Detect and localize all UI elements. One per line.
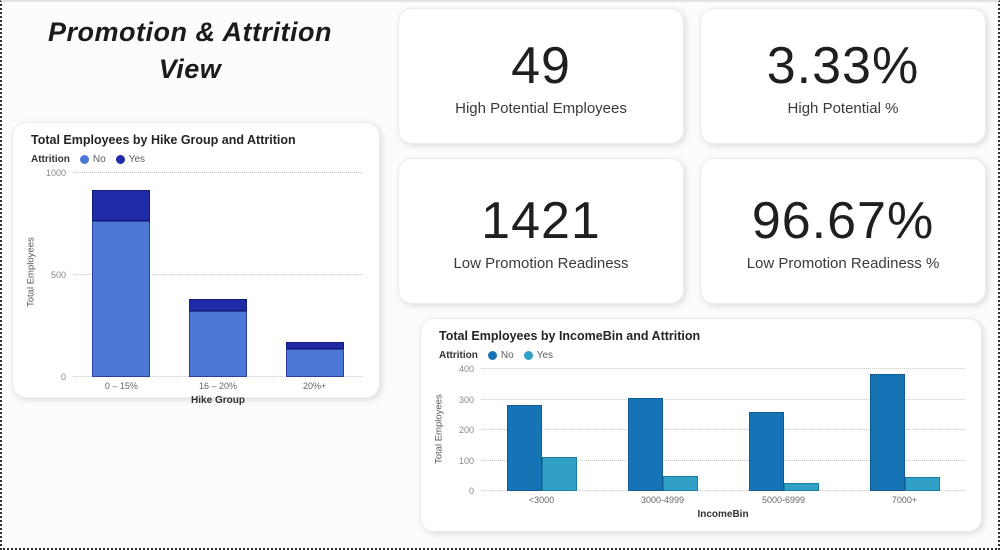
kpi-label: Low Promotion Readiness % [746,254,940,272]
category-slot [73,173,170,377]
page-title: Promotion & Attrition View [48,17,332,84]
bar-segment-yes[interactable] [285,342,344,350]
legend-item-yes[interactable]: Yes [115,154,146,165]
legend-item-yes[interactable]: Yes [523,350,554,361]
chart-legend: Attrition No Yes [433,350,965,361]
y-tick-label: 200 [458,425,474,435]
bar-segment-no[interactable] [189,310,247,377]
kpi-card-low-promotion-readiness: 1421 Low Promotion Readiness [398,158,684,304]
legend-dot-icon [487,351,497,360]
legend-item-label: No [92,154,106,165]
kpi-card-low-promotion-readiness-percent: 96.67% Low Promotion Readiness % [700,158,986,304]
y-tick-label: 500 [50,270,66,280]
x-tick-label: 3000-4999 [640,495,685,505]
bar-5000-6999-yes[interactable] [783,483,819,491]
kpi-value: 49 [511,37,571,96]
legend-item-label: Yes [128,154,146,165]
x-axis-title: IncomeBin [697,509,749,520]
gridline [73,172,363,173]
category-slot [723,369,844,491]
y-axis-title: Total Employees [433,394,445,464]
bar-segment-no[interactable] [92,220,151,377]
legend-item-label: No [500,350,514,361]
legend-title: Attrition [439,350,478,361]
kpi-label: High Potential % [787,99,899,117]
x-tick-label: 16 – 20% [198,381,238,391]
chart-legend: Attrition No Yes [25,154,363,165]
legend-dot-icon [115,155,125,164]
kpi-card-high-potential-employees: 49 High Potential Employees [398,8,684,144]
bar-<3000-no[interactable] [506,404,542,491]
bar-segment-yes[interactable] [189,299,247,311]
kpi-label: High Potential Employees [455,99,627,117]
y-tick-label: 1000 [45,168,66,178]
bar-7000+-yes[interactable] [904,477,940,491]
legend-item-no[interactable]: No [487,350,514,361]
category-slot [844,369,965,491]
bar-<3000-yes[interactable] [541,457,577,491]
bar-3000-4999-yes[interactable] [662,476,698,491]
legend-item-label: Yes [536,350,554,361]
hike-group-chart-card: Total Employees by Hike Group and Attrit… [12,122,380,406]
legend-title: Attrition [31,154,70,165]
category-slot [170,173,267,377]
y-axis-title: Total Employees [25,237,37,308]
x-tick-label: <3000 [528,495,555,505]
x-tick-label: 7000+ [891,495,918,505]
kpi-value: 1421 [481,192,601,251]
kpi-card-high-potential-percent: 3.33% High Potential % [700,8,986,144]
x-tick-label: 20%+ [303,381,327,391]
gridline [481,398,965,400]
y-tick-label: 100 [458,455,474,466]
legend-dot-icon [523,351,533,360]
category-slot [481,369,602,491]
legend-dot-icon [79,155,89,164]
gridline [73,274,363,275]
x-tick-label: 5000-6999 [761,495,806,505]
chart-title: Total Employees by IncomeBin and Attriti… [439,329,701,343]
bar-5000-6999-no[interactable] [748,411,784,491]
gridline [481,459,965,461]
bar-16 – 20%[interactable] [189,299,247,377]
gridline [481,368,965,369]
bar-20%+[interactable] [285,342,344,377]
x-axis-title: Hike Group [191,395,245,406]
gridline [481,429,965,430]
income-bin-chart-card: Total Employees by IncomeBin and Attriti… [420,318,982,532]
category-slot [602,369,723,491]
bar-3000-4999-no[interactable] [627,397,663,491]
kpi-value: 3.33% [766,37,920,96]
gridline [481,490,965,491]
plot-area [73,172,363,377]
y-tick-label: 0 [60,372,66,382]
bar-7000+-no[interactable] [869,373,905,491]
chart-title: Total Employees by Hike Group and Attrit… [31,133,296,147]
y-tick-label: 0 [468,486,474,496]
kpi-label: Low Promotion Readiness [453,254,629,272]
bar-0 – 15%[interactable] [92,189,151,377]
category-slot [266,173,363,377]
y-tick-label: 400 [458,364,474,374]
legend-item-no[interactable]: No [79,154,106,165]
y-tick-label: 300 [458,394,474,405]
bar-segment-yes[interactable] [92,189,151,221]
kpi-value: 96.67% [751,192,935,251]
plot-area [481,368,965,491]
x-tick-label: 0 – 15% [104,381,138,391]
bar-segment-no[interactable] [285,349,344,377]
